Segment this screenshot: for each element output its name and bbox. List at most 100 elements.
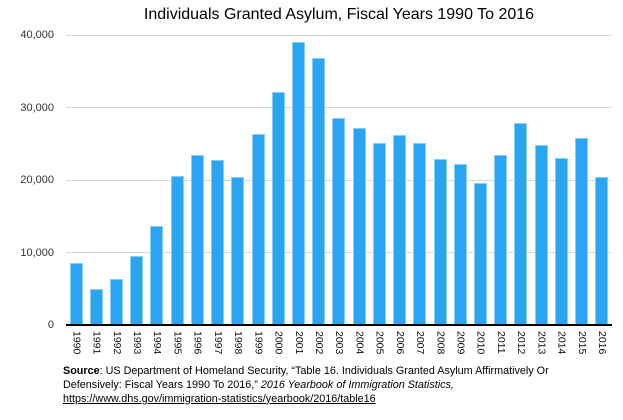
bar-2007 — [413, 143, 427, 325]
x-tick-slot-1998: 1998 — [228, 331, 248, 354]
bar-2001 — [292, 42, 306, 325]
bar-2015 — [575, 137, 589, 325]
bar-2006 — [393, 135, 407, 325]
bar-slot-2006 — [390, 135, 410, 325]
x-tick-slot-2001: 2001 — [288, 331, 308, 354]
x-tick-label-2008: 2008 — [434, 331, 447, 355]
x-tick-label-1993: 1993 — [131, 331, 144, 355]
bar-2016 — [595, 177, 609, 325]
bar-slot-2009 — [450, 164, 470, 325]
bar-1999 — [251, 133, 265, 325]
y-tick-label-30,000: 30,000 — [20, 101, 54, 114]
x-tick-label-2000: 2000 — [272, 331, 285, 355]
x-tick-label-1998: 1998 — [232, 331, 245, 355]
bar-series — [66, 35, 612, 325]
chart-title: Individuals Granted Asylum, Fiscal Years… — [143, 6, 535, 23]
source-text: : US Department of Homeland Security, “T… — [63, 365, 549, 391]
bar-1991 — [89, 288, 103, 325]
x-tick-slot-1996: 1996 — [187, 331, 207, 354]
bar-slot-2005 — [369, 143, 389, 325]
x-tick-label-2012: 2012 — [515, 331, 528, 355]
bar-slot-2001 — [288, 42, 308, 325]
bar-slot-2004 — [349, 127, 369, 325]
x-tick-label-1995: 1995 — [171, 331, 184, 355]
x-tick-label-2003: 2003 — [333, 331, 346, 355]
x-tick-slot-2004: 2004 — [349, 331, 369, 354]
bar-slot-2013 — [531, 145, 551, 325]
x-tick-slot-1992: 1992 — [106, 331, 126, 354]
x-tick-slot-2007: 2007 — [410, 331, 430, 354]
bar-slot-2011 — [491, 155, 511, 325]
bar-2005 — [372, 143, 386, 325]
y-tick-label-20,000: 20,000 — [20, 174, 54, 186]
bar-slot-2015 — [571, 137, 591, 325]
y-axis-labels: 0 10,000 20,000 30,000 40,000 — [0, 29, 56, 331]
bar-2000 — [271, 91, 285, 325]
x-tick-label-1999: 1999 — [252, 331, 265, 355]
x-tick-label-1992: 1992 — [110, 331, 123, 355]
x-tick-label-2009: 2009 — [454, 331, 467, 355]
bar-slot-2014 — [551, 157, 571, 325]
source-note: Source: US Department of Homeland Securi… — [63, 365, 595, 407]
x-tick-slot-2014: 2014 — [551, 331, 571, 354]
bar-slot-2016 — [592, 177, 612, 325]
bar-1998 — [231, 177, 245, 325]
x-tick-slot-2002: 2002 — [309, 331, 329, 354]
x-tick-slot-2000: 2000 — [268, 331, 288, 354]
x-tick-slot-2010: 2010 — [470, 331, 490, 354]
x-tick-slot-1999: 1999 — [248, 331, 268, 354]
bar-slot-2008 — [430, 158, 450, 325]
x-tick-label-2014: 2014 — [555, 331, 568, 355]
bar-1993 — [130, 256, 144, 325]
x-tick-label-2002: 2002 — [312, 331, 325, 355]
bar-2012 — [514, 123, 528, 325]
x-tick-slot-2016: 2016 — [592, 331, 612, 354]
x-tick-slot-1990: 1990 — [66, 331, 86, 354]
x-tick-label-2011: 2011 — [494, 331, 507, 354]
x-tick-slot-2015: 2015 — [571, 331, 591, 354]
x-axis-labels: 1990 1991 1992 1993 1994 1995 1996 1997 1998 1999… — [66, 331, 612, 354]
x-tick-slot-2009: 2009 — [450, 331, 470, 354]
x-tick-slot-1994: 1994 — [147, 331, 167, 354]
x-tick-slot-2013: 2013 — [531, 331, 551, 354]
bar-2014 — [554, 157, 568, 325]
x-tick-slot-2005: 2005 — [369, 331, 389, 354]
y-tick-label-0: 0 — [47, 319, 54, 331]
x-tick-label-2001: 2001 — [292, 331, 305, 355]
bar-slot-2000 — [268, 91, 288, 325]
bar-2008 — [433, 158, 447, 325]
bar-slot-1993 — [127, 256, 147, 325]
bar-1996 — [190, 155, 204, 325]
bar-2009 — [453, 164, 467, 325]
source-link[interactable]: https://www.dhs.gov/immigration-statisti… — [63, 392, 376, 405]
bar-1997 — [211, 160, 225, 325]
x-axis-line — [66, 324, 612, 326]
x-tick-label-2004: 2004 — [353, 331, 366, 355]
x-tick-label-2015: 2015 — [575, 331, 588, 355]
x-tick-slot-2003: 2003 — [329, 331, 349, 354]
bar-2003 — [332, 118, 346, 325]
bar-slot-1997 — [208, 160, 228, 325]
x-tick-slot-2008: 2008 — [430, 331, 450, 354]
y-tick-label-40,000: 40,000 — [20, 29, 54, 41]
bar-slot-2012 — [511, 123, 531, 325]
gridline-40,000 — [66, 34, 612, 36]
x-tick-slot-1993: 1993 — [127, 331, 147, 354]
source-label: Source — [63, 365, 100, 377]
y-tick-label-10,000: 10,000 — [20, 246, 54, 259]
bar-slot-1999 — [248, 133, 268, 325]
x-tick-slot-2012: 2012 — [511, 331, 531, 354]
x-tick-slot-1995: 1995 — [167, 331, 187, 354]
bar-slot-2002 — [309, 58, 329, 325]
bar-2004 — [352, 127, 366, 325]
bar-slot-2003 — [329, 118, 349, 325]
x-tick-label-1994: 1994 — [151, 331, 164, 355]
bar-slot-2010 — [470, 182, 490, 325]
bar-slot-1996 — [187, 155, 207, 325]
x-tick-label-1997: 1997 — [211, 331, 224, 355]
bar-2010 — [473, 182, 487, 325]
x-tick-label-1996: 1996 — [191, 331, 204, 355]
bar-1990 — [69, 263, 83, 325]
bar-slot-1998 — [228, 177, 248, 325]
